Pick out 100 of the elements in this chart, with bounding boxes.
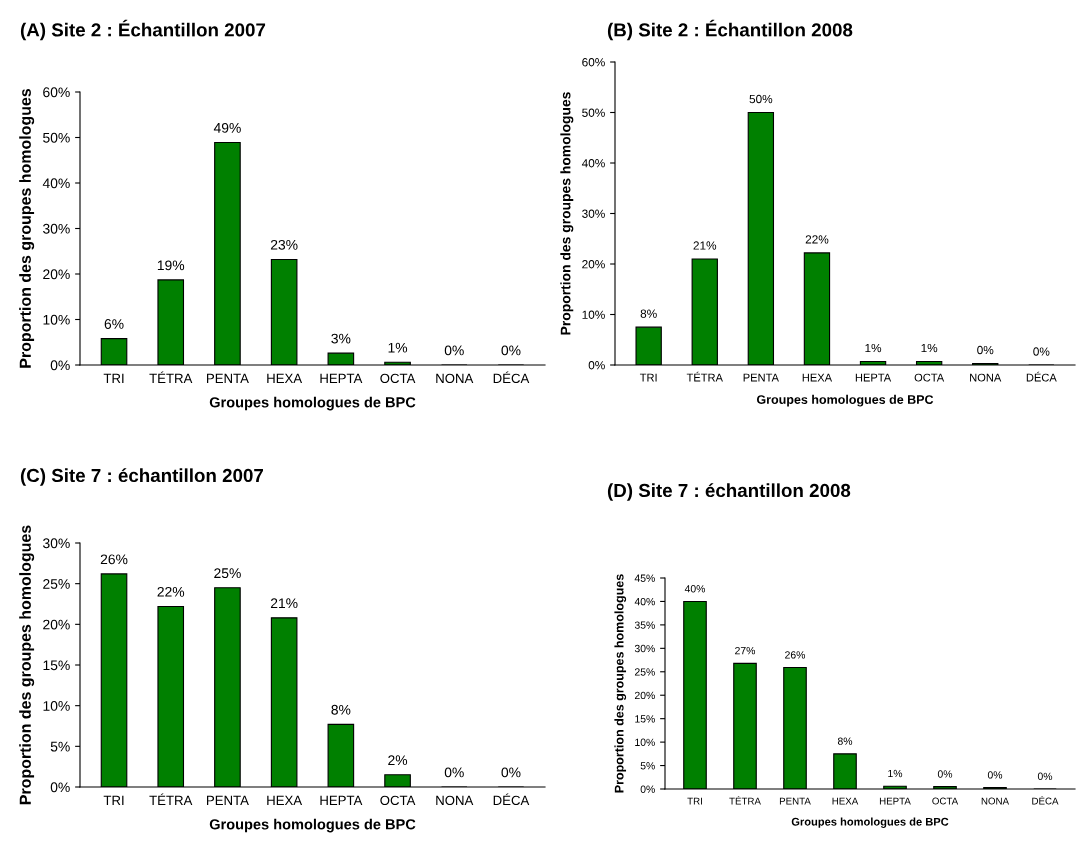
y-tick-label: 0% bbox=[50, 360, 70, 371]
chart-title: (C) Site 7 : échantillon 2007 bbox=[20, 468, 263, 486]
data-label: 23% bbox=[270, 239, 298, 250]
data-label: 0% bbox=[987, 771, 1003, 779]
data-label: 1% bbox=[388, 342, 408, 353]
y-tick-label: 20% bbox=[582, 260, 605, 269]
x-tick-label: OCTA bbox=[914, 373, 945, 382]
x-tick-label: DÉCA bbox=[1026, 371, 1057, 382]
data-label: 27% bbox=[735, 646, 756, 655]
x-tick-label: HEXA bbox=[802, 373, 833, 382]
data-label: 40% bbox=[684, 585, 706, 593]
y-tick-label: 30% bbox=[634, 644, 655, 653]
data-label: 50% bbox=[749, 94, 773, 104]
x-tick-label: TÉTRA bbox=[149, 371, 193, 383]
y-tick-label: 15% bbox=[635, 715, 655, 723]
y-tick-label: 30% bbox=[43, 223, 70, 234]
y-tick-label: 0% bbox=[640, 785, 655, 793]
y-tick-label: 15% bbox=[43, 660, 70, 671]
y-tick-label: 20% bbox=[43, 269, 70, 280]
data-label: 26% bbox=[100, 554, 128, 565]
y-tick-label: 35% bbox=[634, 621, 655, 629]
x-tick-label: NONA bbox=[436, 373, 474, 384]
y-tick-label: 45% bbox=[634, 574, 655, 582]
y-tick-label: 30% bbox=[43, 538, 70, 549]
x-tick-label: TÉTRA bbox=[729, 795, 761, 805]
x-tick-label: HEXA bbox=[267, 795, 303, 805]
data-label: 21% bbox=[693, 241, 717, 250]
x-tick-label: HEPTA bbox=[879, 797, 911, 805]
y-axis-title: Proportion des groupes homologues bbox=[19, 88, 35, 368]
x-axis-title: Groupes homologues de BPC bbox=[209, 396, 416, 411]
data-label: 1% bbox=[865, 343, 882, 353]
x-tick-label: TRI bbox=[687, 797, 702, 805]
y-axis-title: Proportion des groupes homologues bbox=[614, 574, 627, 793]
x-tick-label: PENTA bbox=[207, 795, 249, 805]
chart-title: (B) Site 2 : Échantillon 2008 bbox=[607, 19, 853, 41]
x-axis-title: Groupes homologues de BPC bbox=[209, 818, 416, 833]
y-tick-label: 20% bbox=[43, 619, 70, 630]
x-axis-title: Groupes homologues de BPC bbox=[791, 817, 949, 828]
data-label: 0% bbox=[501, 345, 521, 356]
y-tick-label: 25% bbox=[634, 668, 655, 676]
y-tick-label: 50% bbox=[43, 132, 70, 143]
y-tick-label: 40% bbox=[634, 597, 655, 606]
x-tick-label: HEXA bbox=[832, 797, 859, 805]
y-tick-label: 5% bbox=[640, 762, 655, 770]
y-tick-label: 10% bbox=[635, 738, 655, 746]
data-label: 49% bbox=[213, 122, 241, 133]
y-tick-label: 50% bbox=[582, 108, 605, 117]
x-tick-label: PENTA bbox=[779, 797, 811, 805]
y-tick-label: 60% bbox=[43, 87, 70, 98]
x-tick-label: TÉTRA bbox=[686, 371, 723, 382]
y-tick-label: 25% bbox=[43, 579, 70, 589]
x-tick-label: DÉCA bbox=[493, 371, 530, 384]
data-label: 19% bbox=[157, 260, 185, 271]
y-tick-label: 10% bbox=[43, 701, 70, 711]
data-label: 1% bbox=[888, 769, 903, 778]
chart-title: (D) Site 7 : échantillon 2008 bbox=[607, 483, 851, 501]
data-label: 25% bbox=[214, 568, 241, 579]
x-tick-label: PENTA bbox=[743, 373, 779, 382]
x-tick-label: HEPTA bbox=[855, 373, 892, 382]
x-tick-label: TÉTRA bbox=[149, 793, 193, 805]
x-tick-label: TRI bbox=[103, 373, 124, 383]
data-label: 21% bbox=[270, 598, 298, 609]
data-label: 8% bbox=[640, 309, 657, 318]
data-label: 0% bbox=[1033, 347, 1050, 356]
data-label: 3% bbox=[331, 333, 351, 344]
data-label: 22% bbox=[157, 586, 185, 597]
y-tick-label: 40% bbox=[42, 178, 70, 189]
data-label: 26% bbox=[785, 651, 806, 659]
data-label: 8% bbox=[837, 737, 853, 745]
y-tick-label: 30% bbox=[582, 209, 605, 218]
x-tick-label: HEXA bbox=[267, 373, 303, 383]
x-tick-label: OCTA bbox=[380, 795, 416, 806]
x-tick-label: PENTA bbox=[207, 373, 249, 383]
x-axis-title: Groupes homologues de BPC bbox=[756, 394, 934, 407]
data-label: 0% bbox=[444, 345, 464, 356]
y-tick-label: 10% bbox=[43, 314, 70, 325]
data-label: 0% bbox=[501, 767, 521, 778]
y-tick-label: 20% bbox=[634, 691, 655, 700]
y-axis-title: Proportion des groupes homologues bbox=[560, 92, 574, 335]
y-tick-label: 10% bbox=[582, 310, 605, 319]
x-tick-label: TRI bbox=[639, 373, 657, 382]
x-tick-label: NONA bbox=[981, 797, 1010, 805]
data-label: 2% bbox=[388, 755, 408, 766]
x-tick-label: NONA bbox=[970, 373, 1002, 382]
x-tick-label: HEPTA bbox=[320, 373, 363, 383]
x-tick-label: HEPTA bbox=[320, 795, 363, 805]
y-tick-label: 40% bbox=[581, 159, 605, 168]
x-tick-label: NONA bbox=[436, 795, 474, 806]
y-tick-label: 60% bbox=[582, 58, 605, 67]
x-tick-label: DÉCA bbox=[493, 793, 530, 806]
chart-title: (A) Site 2 : Échantillon 2007 bbox=[20, 19, 266, 41]
data-label: 0% bbox=[937, 770, 953, 778]
data-label: 0% bbox=[977, 345, 994, 355]
data-label: 22% bbox=[805, 235, 829, 244]
x-tick-label: OCTA bbox=[932, 797, 959, 805]
data-label: 6% bbox=[104, 319, 124, 329]
x-tick-label: DÉCA bbox=[1032, 795, 1059, 805]
y-axis-title: Proportion des groupes homologues bbox=[19, 525, 35, 805]
y-tick-label: 5% bbox=[50, 741, 70, 752]
data-label: 0% bbox=[1037, 772, 1053, 780]
